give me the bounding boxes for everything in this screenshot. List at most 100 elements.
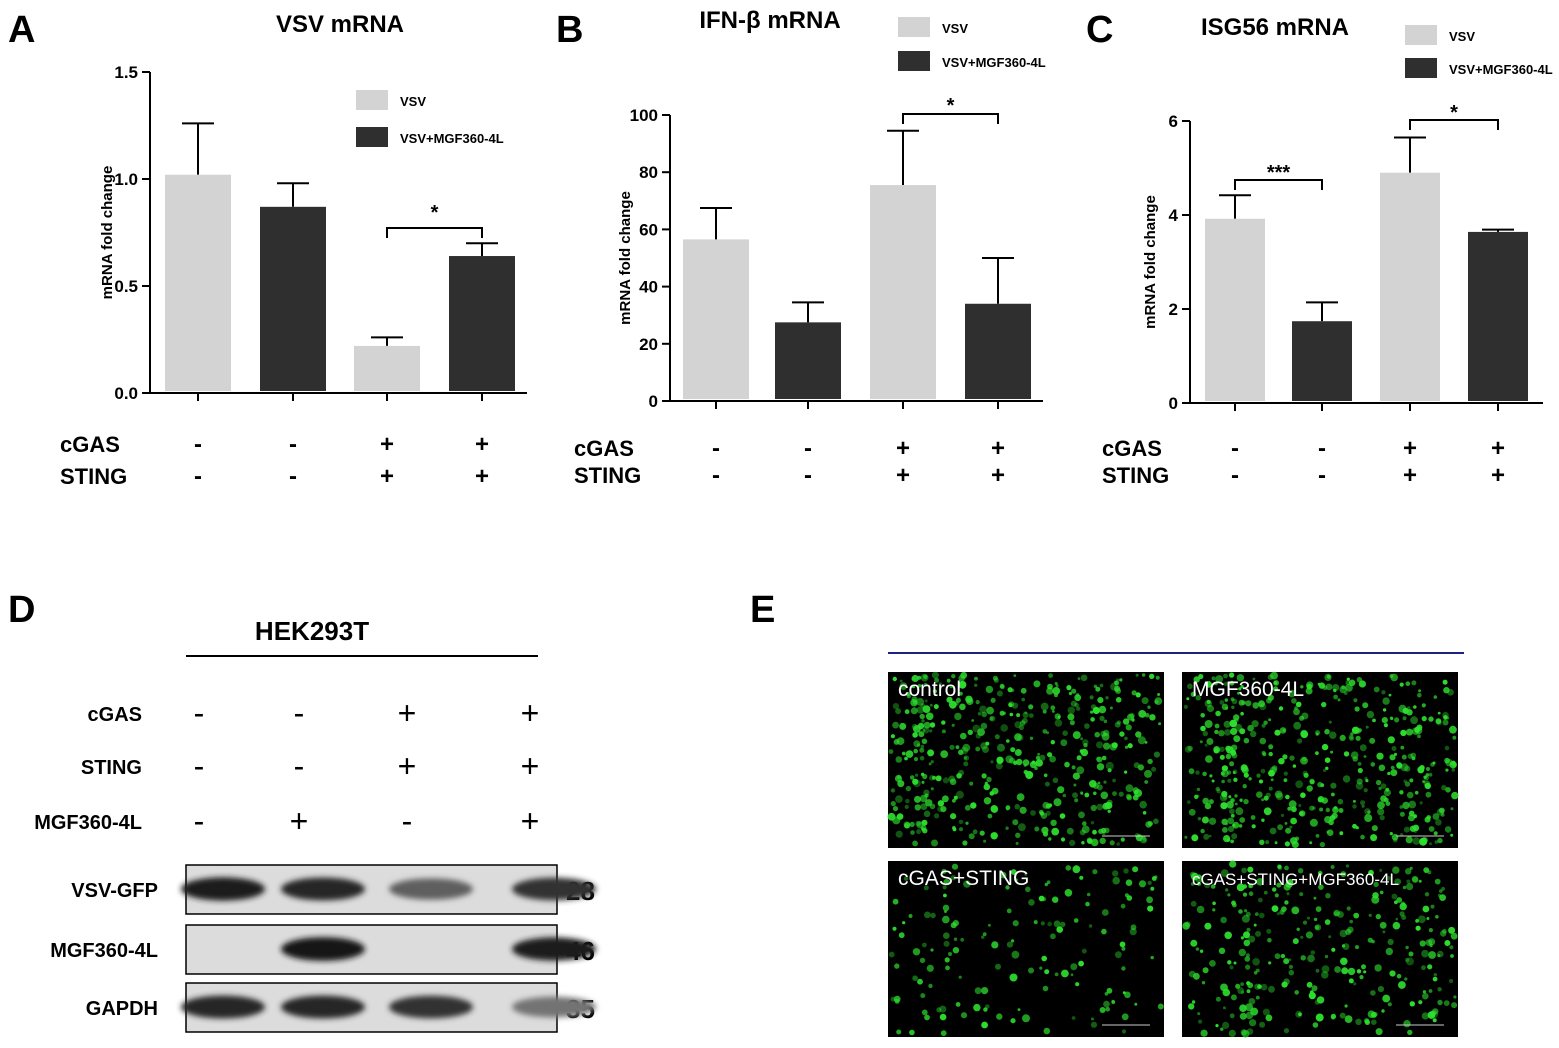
gfp-cell bbox=[1288, 958, 1292, 961]
gfp-cell bbox=[1193, 676, 1200, 683]
gfp-cell bbox=[955, 1002, 961, 1007]
gfp-cell bbox=[1240, 764, 1248, 772]
gfp-cell bbox=[1255, 968, 1260, 973]
gfp-cell bbox=[1021, 697, 1025, 702]
gfp-cell bbox=[1430, 762, 1435, 767]
gfp-cell bbox=[1389, 832, 1393, 836]
gfp-cell bbox=[1213, 681, 1218, 686]
gfp-cell bbox=[1361, 804, 1365, 808]
gfp-cell bbox=[916, 821, 924, 829]
gfp-cell bbox=[1220, 802, 1228, 810]
gfp-cell bbox=[1014, 878, 1018, 882]
gfp-cell bbox=[1405, 681, 1411, 686]
gfp-cell bbox=[979, 705, 987, 714]
gfp-cell bbox=[1337, 798, 1344, 805]
gfp-cell bbox=[1281, 906, 1287, 912]
gfp-cell bbox=[1052, 777, 1059, 784]
condition-label-cgas: cGAS bbox=[1102, 436, 1162, 461]
gfp-cell bbox=[1379, 815, 1385, 821]
gfp-cell bbox=[1292, 938, 1299, 945]
gfp-cell bbox=[1092, 706, 1100, 715]
gfp-cell bbox=[1443, 1000, 1450, 1006]
gfp-cell bbox=[1391, 833, 1399, 841]
gfp-cell bbox=[1048, 837, 1052, 841]
gfp-cell bbox=[919, 794, 928, 803]
gfp-cell bbox=[1340, 871, 1347, 878]
gfp-cell bbox=[1315, 1013, 1324, 1022]
gfp-cell bbox=[1443, 687, 1450, 694]
gfp-cell bbox=[1356, 969, 1362, 974]
bar-vsv-mgf360-4l bbox=[449, 256, 515, 391]
gfp-cell bbox=[1385, 947, 1394, 956]
condition-sign: + bbox=[991, 435, 1005, 462]
gfp-cell bbox=[1252, 958, 1260, 966]
western-blot-panel: HEK293T cGAS - - + + STING - - + + MGF360-4L - + - + V… bbox=[34, 616, 596, 1033]
gfp-cell bbox=[937, 806, 944, 813]
gfp-cell bbox=[1205, 755, 1213, 763]
gfp-cell bbox=[939, 1005, 947, 1013]
gfp-cell bbox=[1426, 767, 1430, 771]
gfp-cell bbox=[1451, 791, 1459, 800]
gfp-cell bbox=[1118, 791, 1124, 797]
gfp-cell bbox=[1334, 966, 1341, 973]
gfp-cell bbox=[1112, 876, 1120, 885]
gfp-cell bbox=[1226, 801, 1234, 809]
gfp-cell bbox=[1273, 681, 1278, 685]
gfp-cell bbox=[919, 713, 925, 720]
gfp-cell bbox=[1255, 995, 1260, 1000]
gfp-cell bbox=[1196, 905, 1205, 914]
gfp-cell bbox=[1277, 864, 1282, 869]
gfp-cell bbox=[991, 787, 999, 795]
gfp-cell bbox=[1359, 975, 1364, 980]
gfp-cell bbox=[925, 799, 933, 807]
gfp-cell bbox=[1147, 880, 1152, 886]
gfp-cell bbox=[1269, 827, 1277, 835]
gfp-cell bbox=[1206, 704, 1215, 713]
legend-swatch bbox=[356, 127, 388, 147]
gfp-cell bbox=[1125, 793, 1132, 799]
gfp-cell bbox=[982, 932, 987, 937]
gfp-cell bbox=[1324, 673, 1332, 682]
gfp-cell bbox=[971, 719, 975, 722]
legend-swatch bbox=[356, 90, 388, 110]
gfp-cell bbox=[1232, 771, 1236, 774]
gfp-cell bbox=[1240, 982, 1244, 986]
bar-vsv bbox=[1205, 218, 1265, 401]
gfp-cell bbox=[1080, 791, 1084, 795]
gfp-cell bbox=[1309, 779, 1315, 785]
gfp-cell bbox=[1341, 967, 1349, 975]
gfp-cell bbox=[1342, 775, 1351, 783]
gfp-cell bbox=[1333, 694, 1338, 700]
gfp-cell bbox=[1090, 821, 1095, 825]
gfp-cell bbox=[950, 922, 957, 929]
gfp-cell bbox=[925, 712, 934, 721]
gfp-cell bbox=[1295, 780, 1304, 789]
gfp-cell bbox=[1030, 810, 1036, 816]
gfp-cell bbox=[1109, 840, 1115, 846]
gfp-cell bbox=[1268, 718, 1272, 722]
gfp-cell bbox=[1259, 912, 1265, 919]
gfp-cell bbox=[1394, 717, 1400, 723]
gfp-cell bbox=[1082, 739, 1089, 746]
gfp-cell bbox=[1112, 778, 1116, 783]
gfp-cell bbox=[1091, 1017, 1094, 1021]
gfp-cell bbox=[1404, 957, 1410, 963]
bar-vsv-mgf360-4l bbox=[775, 322, 841, 399]
gfp-cell bbox=[1000, 724, 1008, 732]
gfp-cell bbox=[1423, 780, 1431, 787]
gfp-cell bbox=[1407, 1029, 1413, 1036]
gfp-cell bbox=[1090, 717, 1095, 722]
gfp-cell bbox=[1288, 800, 1297, 809]
gfp-cell bbox=[1392, 921, 1401, 930]
gfp-cell bbox=[1208, 817, 1217, 825]
gfp-cell bbox=[1411, 680, 1417, 686]
blot-condition-label: MGF360-4L bbox=[34, 812, 142, 834]
gfp-cell bbox=[895, 795, 903, 803]
gfp-cell bbox=[1061, 969, 1069, 978]
gfp-cell bbox=[901, 751, 906, 756]
gfp-cell bbox=[1418, 1000, 1423, 1005]
condition-sign: - bbox=[1318, 435, 1326, 462]
gfp-cell bbox=[1268, 744, 1274, 750]
gfp-cell bbox=[1187, 745, 1193, 752]
gfp-cell bbox=[1035, 755, 1041, 761]
